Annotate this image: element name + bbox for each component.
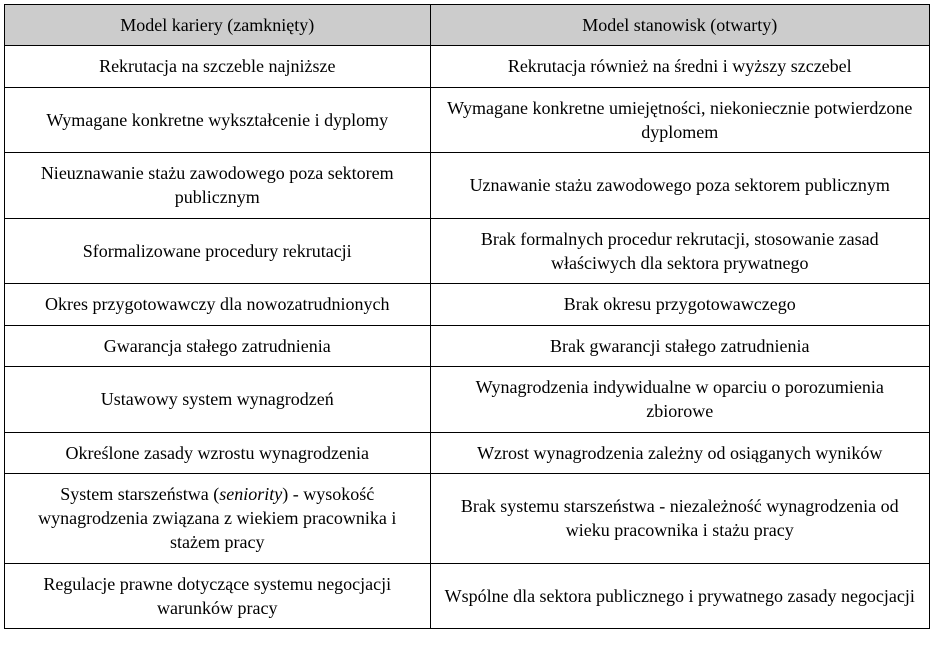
- table-row: Określone zasady wzrostu wynagrodzenia W…: [5, 432, 930, 473]
- cell-right: Uznawanie stażu zawodowego poza sektorem…: [430, 153, 930, 219]
- cell-right: Wzrost wynagrodzenia zależny od osiągany…: [430, 432, 930, 473]
- cell-left: Gwarancja stałego zatrudnienia: [5, 325, 431, 366]
- table-row: Nieuznawanie stażu zawodowego poza sekto…: [5, 153, 930, 219]
- cell-right: Wspólne dla sektora publicznego i prywat…: [430, 563, 930, 629]
- cell-right: Brak formalnych procedur rekrutacji, sto…: [430, 218, 930, 284]
- cell-right: Brak gwarancji stałego zatrudnienia: [430, 325, 930, 366]
- table-row: Gwarancja stałego zatrudnienia Brak gwar…: [5, 325, 930, 366]
- cell-right: Wynagrodzenia indywidualne w oparciu o p…: [430, 366, 930, 432]
- cell-right: Brak okresu przygotowawczego: [430, 284, 930, 325]
- cell-left: Ustawowy system wynagrodzeń: [5, 366, 431, 432]
- table-row: Wymagane konkretne wykształcenie i dyplo…: [5, 87, 930, 153]
- table-row: System starszeństwa (seniority) - wysoko…: [5, 473, 930, 563]
- table-header-row: Model kariery (zamknięty) Model stanowis…: [5, 5, 930, 46]
- cell-left: Regulacje prawne dotyczące systemu negoc…: [5, 563, 431, 629]
- cell-right: Rekrutacja również na średni i wyższy sz…: [430, 46, 930, 87]
- cell-left: Określone zasady wzrostu wynagrodzenia: [5, 432, 431, 473]
- cell-right: Brak systemu starszeństwa - niezależność…: [430, 473, 930, 563]
- cell-left: Sformalizowane procedury rekrutacji: [5, 218, 431, 284]
- header-left: Model kariery (zamknięty): [5, 5, 431, 46]
- cell-left: Nieuznawanie stażu zawodowego poza sekto…: [5, 153, 431, 219]
- table-body: Rekrutacja na szczeble najniższe Rekruta…: [5, 46, 930, 629]
- comparison-table: Model kariery (zamknięty) Model stanowis…: [4, 4, 930, 629]
- table-row: Ustawowy system wynagrodzeń Wynagrodzeni…: [5, 366, 930, 432]
- table-row: Okres przygotowawczy dla nowozatrudniony…: [5, 284, 930, 325]
- cell-left: Wymagane konkretne wykształcenie i dyplo…: [5, 87, 431, 153]
- table-row: Regulacje prawne dotyczące systemu negoc…: [5, 563, 930, 629]
- table-row: Rekrutacja na szczeble najniższe Rekruta…: [5, 46, 930, 87]
- header-right: Model stanowisk (otwarty): [430, 5, 930, 46]
- cell-right: Wymagane konkretne umiejętności, niekoni…: [430, 87, 930, 153]
- cell-left: Rekrutacja na szczeble najniższe: [5, 46, 431, 87]
- table-row: Sformalizowane procedury rekrutacji Brak…: [5, 218, 930, 284]
- cell-left: System starszeństwa (seniority) - wysoko…: [5, 473, 431, 563]
- cell-left: Okres przygotowawczy dla nowozatrudniony…: [5, 284, 431, 325]
